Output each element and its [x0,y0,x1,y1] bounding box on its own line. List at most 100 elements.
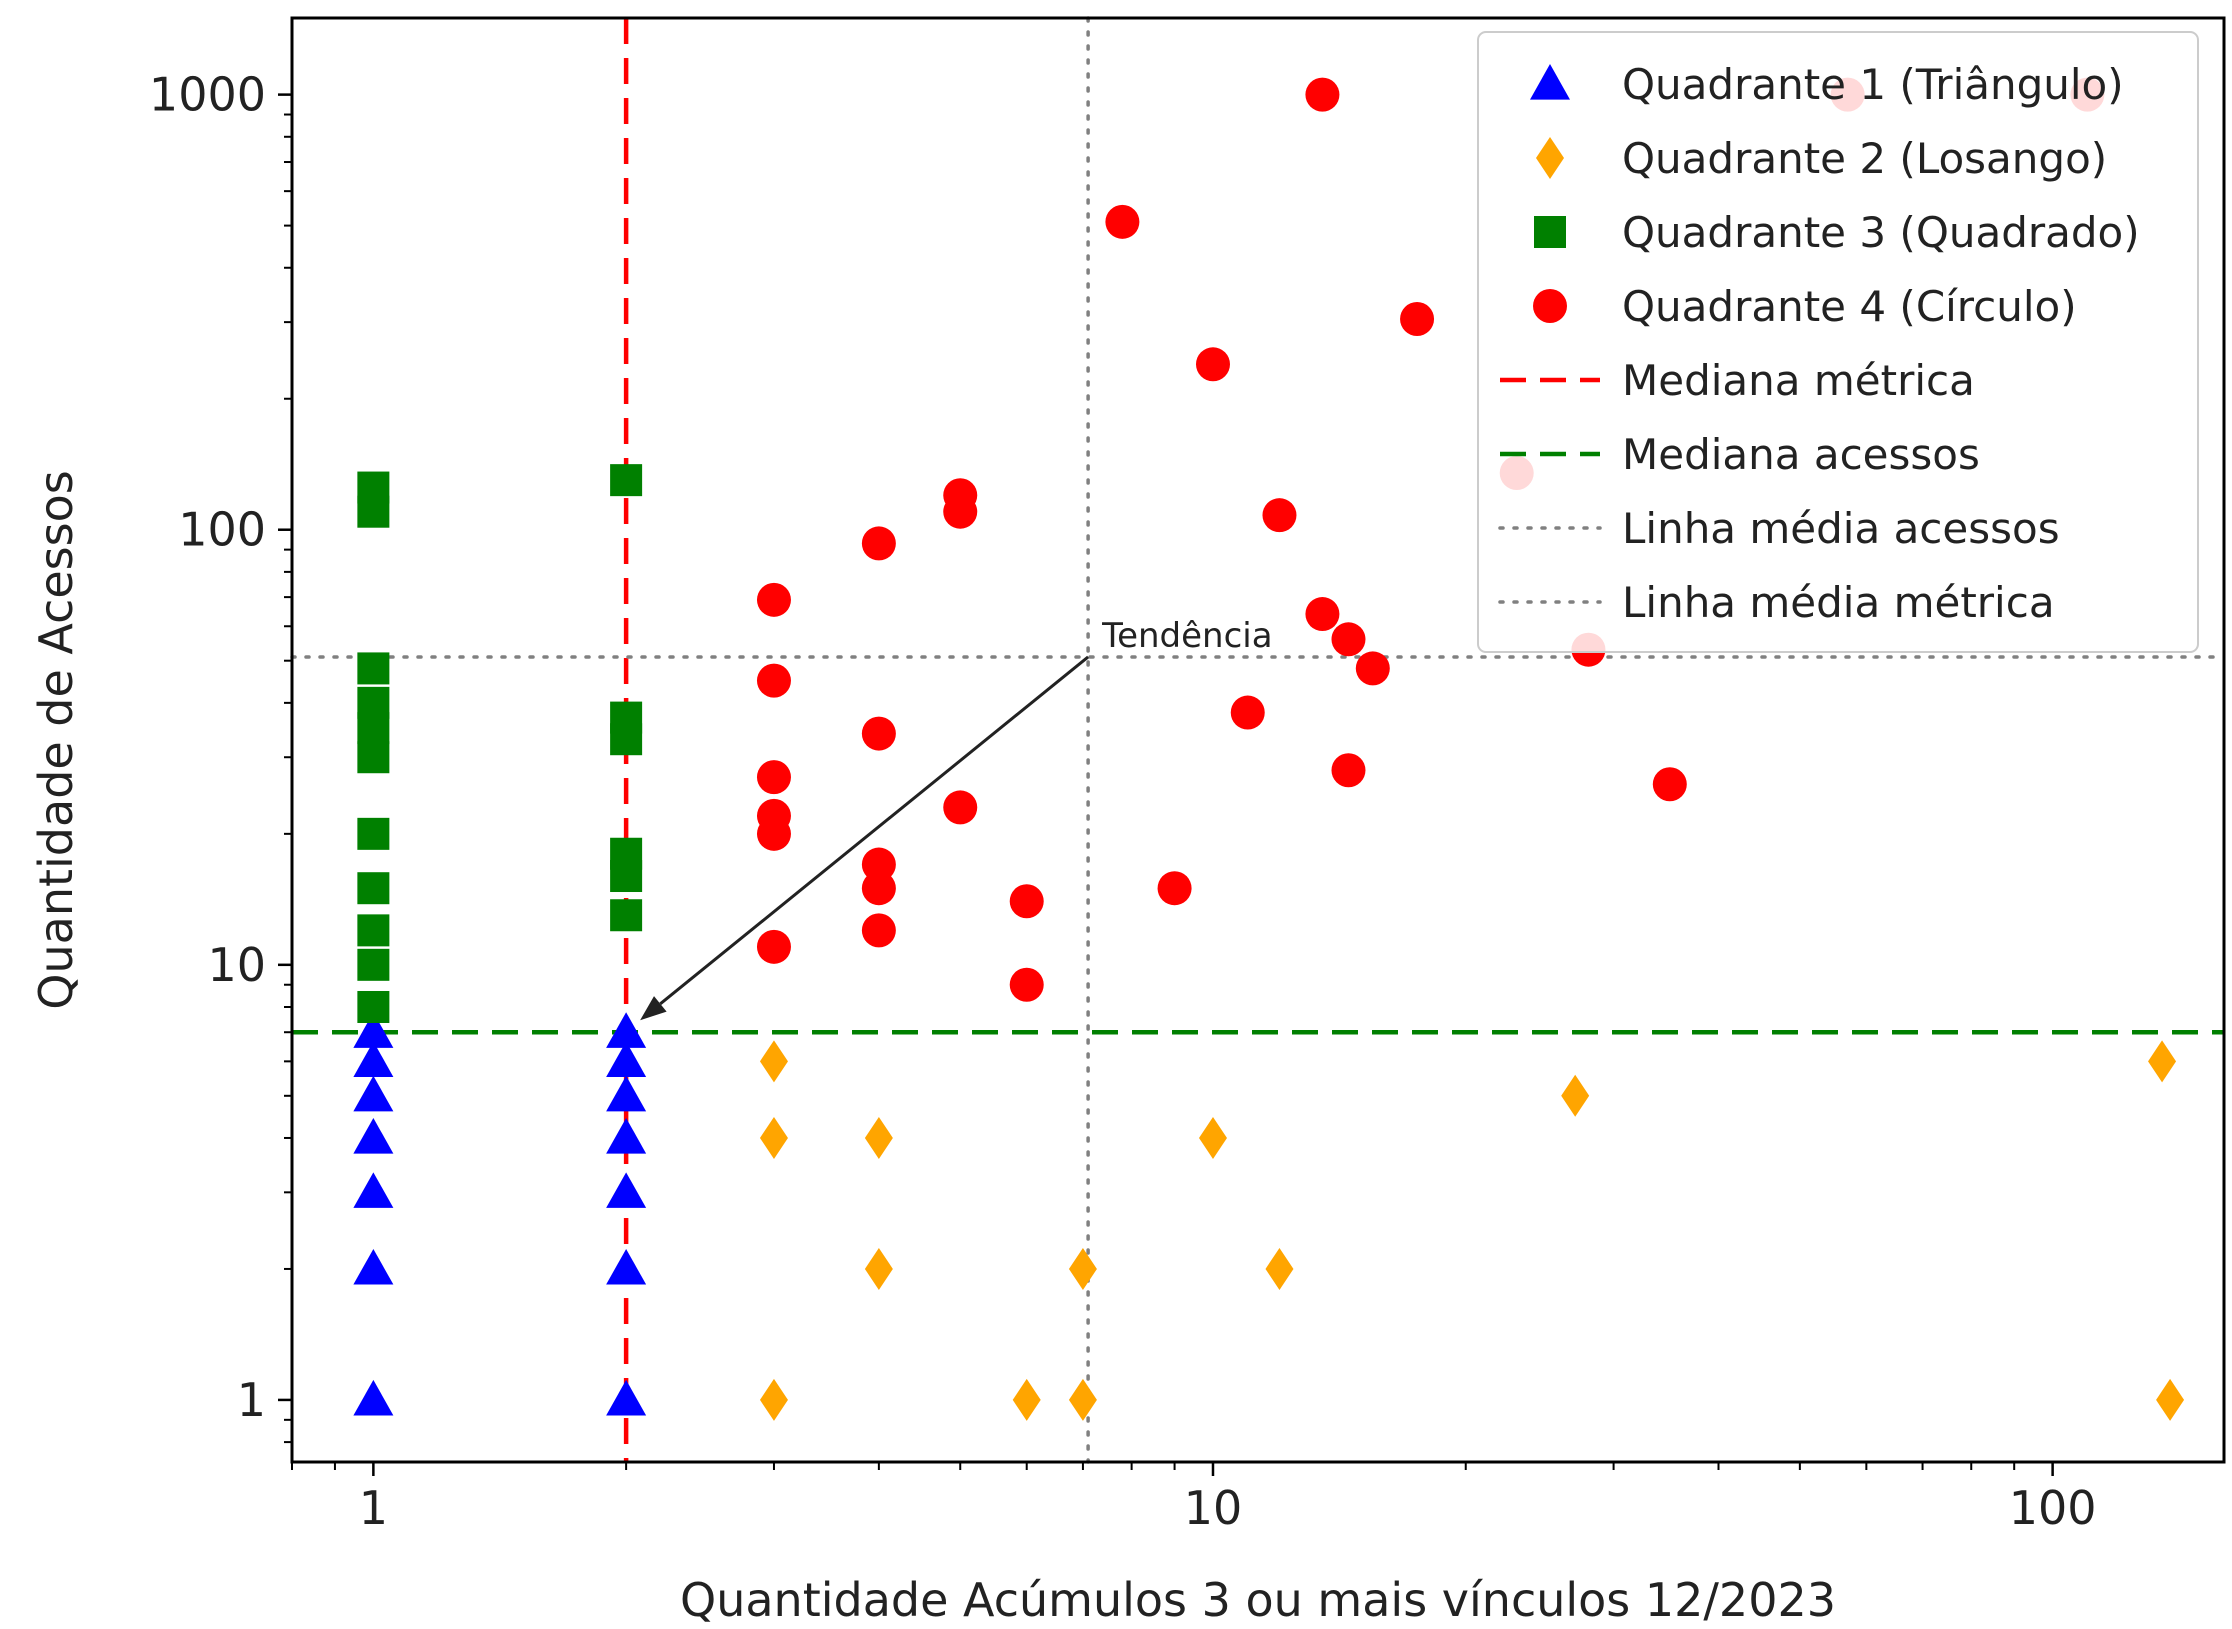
plot-frame [290,16,2226,1464]
legend-label: Quadrante 2 (Losango) [1622,134,2107,183]
data-point-circle [1262,498,1297,533]
y-axis-label: Quantidade de Acessos [29,470,83,1009]
legend-entry: Quadrante 3 (Quadrado) [1534,208,2140,257]
y-tick-label: 100 [178,503,266,557]
data-point-triangle [353,1248,394,1285]
legend-label: Mediana acessos [1622,430,1980,479]
y-tick-label: 1 [237,1373,266,1427]
data-point-circle [1331,753,1366,788]
data-point-triangle [606,1041,647,1077]
data-point-circle [861,716,896,751]
annotation-label: Tendência [1101,616,1272,656]
data-point-triangle [606,1012,647,1048]
trend-annotation: Tendência [640,616,1273,1021]
legend-entry: Quadrante 2 (Losango) [1536,134,2107,183]
data-point-circle [861,871,896,906]
data-point-square [610,464,643,497]
data-point-triangle [353,1379,394,1416]
legend-marker-triangle [1530,64,1570,100]
data-point-diamond [1198,1116,1227,1159]
data-point-circle [1400,302,1435,337]
data-point-diamond [1068,1378,1097,1421]
reference-lines [290,16,2226,1464]
data-point-triangle [353,1117,394,1154]
data-point-diamond [1068,1247,1097,1290]
legend-entry: Quadrante 4 (Círculo) [1533,282,2077,331]
trend-arrow-head [640,996,667,1021]
data-point-circle [756,760,791,795]
data-point-square [610,899,643,932]
data-point-diamond [1012,1378,1041,1421]
data-point-square [357,872,390,905]
y-tick-label: 1000 [149,68,266,122]
data-point-diamond [1561,1074,1590,1117]
data-point-triangle [353,1012,394,1048]
x-tick-label: 1 [359,1481,388,1535]
data-point-triangle [606,1248,647,1285]
legend-entry: Mediana acessos [1500,430,1980,479]
data-point-diamond [864,1247,893,1290]
data-point-diamond [1265,1247,1294,1290]
data-point-square [357,990,390,1023]
data-point-circle [756,798,791,833]
data-point-square [610,837,643,870]
data-point-square [357,741,390,774]
data-point-circle [1195,347,1230,382]
data-point-circle [943,790,978,825]
legend-label: Linha média acessos [1622,504,2060,553]
data-point-circle [756,582,791,617]
x-tick-label: 10 [1184,1481,1243,1535]
data-point-square [357,471,390,504]
data-point-diamond [2156,1378,2185,1421]
legend-marker-square [1534,216,1566,248]
legend-label: Quadrante 4 (Círculo) [1622,282,2077,331]
data-point-diamond [2148,1040,2177,1083]
data-point-circle [1652,767,1687,802]
legend-entry: Mediana métrica [1500,356,1975,405]
data-point-circle [1105,204,1140,239]
data-point-circle [1157,871,1192,906]
legend-label: Mediana métrica [1622,356,1975,405]
data-point-triangle [353,1172,394,1208]
data-point-triangle [606,1172,647,1208]
data-point-square [357,686,390,719]
data-point-triangle [353,1041,394,1077]
data-point-circle [1230,695,1265,730]
legend-entry: Quadrante 1 (Triângulo) [1530,60,2124,109]
legend-label: Quadrante 1 (Triângulo) [1622,60,2124,109]
data-point-circle [1331,622,1366,657]
data-point-circle [1009,967,1044,1002]
legend-marker-diamond [1536,137,1564,179]
data-point-triangle [606,1379,647,1416]
data-point-circle [1009,884,1044,919]
legend-entry: Linha média acessos [1498,504,2060,553]
data-point-circle [1305,597,1340,632]
data-point-circle [861,526,896,561]
x-axis-label: Quantidade Acúmulos 3 ou mais vínculos 1… [680,1573,1836,1627]
data-point-circle [943,478,978,513]
data-point-circle [861,913,896,948]
series-quadrante-2-losango [759,1040,2185,1421]
data-point-diamond [864,1116,893,1159]
data-point-circle [756,929,791,964]
data-point-square [610,701,643,734]
x-tick-label: 100 [2009,1481,2097,1535]
data-point-circle [861,847,896,882]
data-point-square [357,652,390,685]
data-point-circle [1355,651,1390,686]
legend-entry: Linha média métrica [1498,578,2055,627]
trend-arrow [659,655,1090,1006]
data-point-diamond [759,1116,788,1159]
legend-marker-circle [1533,289,1567,323]
series-quadrante-1-triangulo [353,1012,647,1416]
data-point-diamond [759,1040,788,1083]
series-quadrante-3-quadrado [357,464,643,1023]
legend-label: Linha média métrica [1622,578,2055,627]
data-point-triangle [606,1117,647,1154]
y-tick-label: 10 [207,938,266,992]
legend: Quadrante 1 (Triângulo) Quadrante 2 (Losa… [1477,31,2199,653]
data-point-circle [1305,77,1340,112]
data-point-triangle [606,1075,647,1112]
data-point-square [357,817,390,850]
